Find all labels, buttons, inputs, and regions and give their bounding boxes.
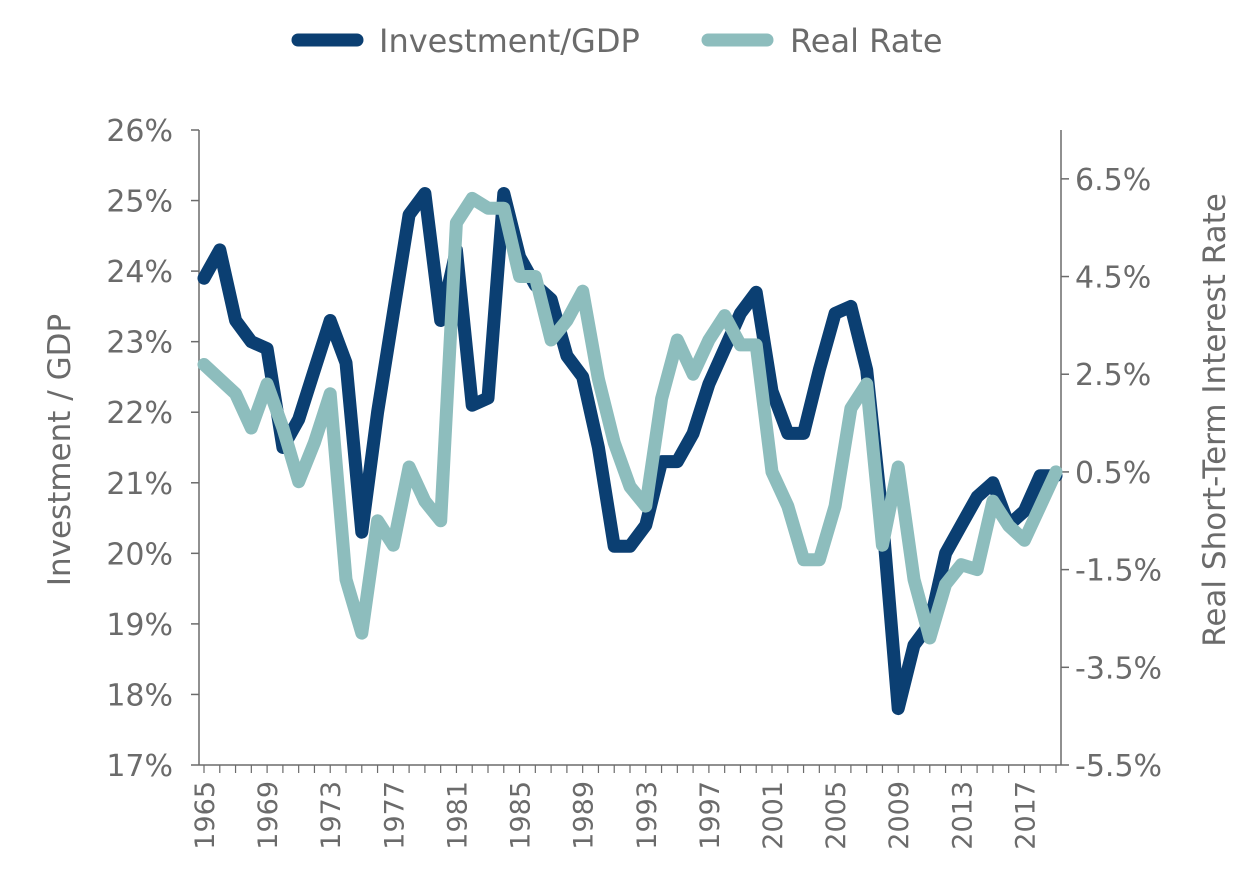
left-axis-ticks: 17% 18% 19% 20% 21% 22% 23% 24% 25% 26% [106, 114, 199, 784]
x-tick-label: 1985 [506, 781, 537, 850]
legend: Investment/GDP Real Rate [291, 22, 943, 60]
series-line-investment-gdp [197, 187, 1063, 716]
x-tick-label: 1989 [569, 781, 600, 850]
x-tick-label: 1997 [695, 781, 726, 850]
legend-label-investment-gdp: Investment/GDP [379, 22, 640, 60]
x-tick-label: 2001 [758, 781, 789, 850]
left-tick-label: 22% [106, 396, 173, 431]
x-tick-label: 2005 [821, 781, 852, 850]
x-tick-label: 2017 [1010, 781, 1041, 850]
legend-label-real-rate: Real Rate [790, 22, 943, 60]
left-tick-label: 21% [106, 467, 173, 502]
left-axis-title: Investment / GDP [42, 314, 78, 586]
right-tick-label: 4.5% [1075, 261, 1151, 296]
x-tick-label: 1977 [379, 781, 410, 850]
x-tick-label: 1969 [253, 781, 284, 850]
left-tick-label: 24% [106, 255, 173, 290]
right-tick-label: -1.5% [1075, 554, 1162, 589]
x-axis-ticks: 1965 1969 1973 1977 1981 1985 1989 1993 1997 2001… [190, 765, 1057, 850]
x-tick-label: 1981 [442, 781, 473, 850]
right-tick-label: 0.5% [1075, 456, 1151, 491]
x-tick-label: 2013 [947, 781, 978, 850]
left-axis: Investment / GDP [42, 130, 200, 765]
x-tick-label: 1965 [190, 781, 221, 850]
right-axis-ticks: -5.5% -3.5% -1.5% 0.5% 2.5% 4.5% 6.5% [1061, 163, 1162, 784]
right-tick-label: -3.5% [1075, 651, 1162, 686]
x-tick-label: 1973 [316, 781, 347, 850]
left-tick-label: 18% [106, 678, 173, 713]
right-tick-label: -5.5% [1075, 749, 1162, 784]
x-tick-label: 1993 [632, 781, 663, 850]
right-axis-title: Real Short-Term Interest Rate [1197, 193, 1233, 647]
right-axis: Real Short-Term Interest Rate [1060, 130, 1233, 765]
left-tick-label: 20% [106, 537, 173, 572]
series-line-real-rate [197, 191, 1063, 645]
plot-area [197, 187, 1063, 716]
x-tick-label: 2009 [884, 781, 915, 850]
right-tick-label: 6.5% [1075, 163, 1151, 198]
right-tick-label: 2.5% [1075, 358, 1151, 393]
left-tick-label: 19% [106, 608, 173, 643]
left-tick-label: 17% [106, 749, 173, 784]
left-tick-label: 26% [106, 114, 173, 149]
left-tick-label: 23% [106, 326, 173, 361]
left-tick-label: 25% [106, 185, 173, 220]
